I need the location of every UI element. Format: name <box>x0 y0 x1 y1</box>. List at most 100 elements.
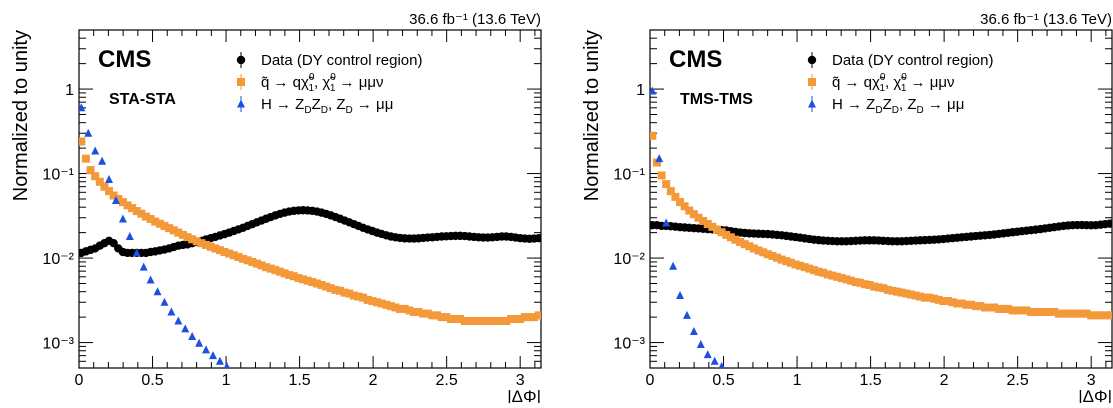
signal-square-point <box>985 303 994 312</box>
signal-square-point <box>805 264 814 273</box>
signal-square-point <box>819 268 828 277</box>
signal-square-point <box>197 239 206 248</box>
signal-square-point <box>289 272 298 281</box>
signal-square-point <box>396 304 405 313</box>
signal-square-point <box>354 292 363 301</box>
signal-square-point <box>671 192 680 201</box>
signal-square-point <box>211 244 220 253</box>
signal-square-point <box>874 283 883 292</box>
signal-triangle-point <box>188 331 197 340</box>
signal-square-point <box>814 267 823 276</box>
signal-triangle-point <box>696 339 705 348</box>
signal-square-point <box>676 198 685 207</box>
signal-triangle-point <box>727 366 730 368</box>
signal-square-point <box>749 244 758 253</box>
signal-square-point <box>308 278 317 287</box>
signal-triangle-point <box>139 262 148 271</box>
signal-square-point <box>363 295 372 304</box>
signal-triangle-point <box>669 261 678 270</box>
x-tick-label: 2 <box>369 372 378 389</box>
signal-square-point <box>446 315 455 324</box>
y-axis-label: Normalized to unity <box>581 30 603 201</box>
signal-square-point <box>437 313 446 322</box>
data-point <box>534 233 541 243</box>
signal-square-point <box>1087 311 1096 320</box>
signal-square-point <box>897 288 906 297</box>
x-tick-label: 3 <box>1087 372 1096 389</box>
signal-square-point <box>870 282 879 291</box>
signal-square-point <box>271 266 280 275</box>
signal-square-point <box>349 291 358 300</box>
signal-square-point <box>105 187 114 196</box>
signal-square-point <box>902 289 911 298</box>
signal-square-point <box>377 299 386 308</box>
signal-square-point <box>1036 307 1045 316</box>
signal-square-point <box>689 210 698 219</box>
signal-square-point <box>165 224 174 233</box>
luminosity-label: 36.6 fb⁻¹ (13.6 TeV) <box>980 11 1112 28</box>
signal-square-point <box>994 304 1003 313</box>
signal-square-point <box>990 303 999 312</box>
signal-square-point <box>225 249 234 258</box>
signal-square-point <box>128 204 137 213</box>
luminosity-label: 36.6 fb⁻¹ (13.6 TeV) <box>409 11 541 28</box>
series-triangle <box>650 86 730 368</box>
signal-square-point <box>169 226 178 235</box>
signal-square-point <box>86 166 95 175</box>
signal-square-point <box>470 316 479 325</box>
signal-square-point <box>782 257 791 266</box>
signal-square-point <box>100 182 109 191</box>
signal-square-point <box>192 237 201 246</box>
panel-tms-tms: 0 0.5 1 1.5 2 2.5 3 10⁻³ 10⁻² 10⁻¹ 1 |ΔΦ| Normalized… <box>581 11 1113 406</box>
signal-square-point <box>262 263 271 272</box>
legend-label-squark: q̃ → qχ̃0 1, χ̃0 1 → μμν <box>261 72 384 94</box>
signal-square-point <box>174 228 183 237</box>
legend-label-higgs: H → ZDZD, ZD → μμ <box>832 96 964 116</box>
signal-square-point <box>1059 309 1068 318</box>
legend-marker-data <box>807 55 817 65</box>
signal-square-point <box>368 297 377 306</box>
signal-triangle-point <box>111 195 120 204</box>
signal-square-point <box>1050 307 1059 316</box>
signal-square-point <box>685 206 694 215</box>
signal-square-point <box>502 316 511 325</box>
y-tick-label: 1 <box>65 82 74 99</box>
series-square <box>650 131 1112 320</box>
signal-square-point <box>493 316 502 325</box>
x-tick-label: 3 <box>516 372 525 389</box>
signal-square-point <box>722 230 731 239</box>
signal-square-point <box>206 242 215 251</box>
signal-triangle-point <box>181 324 190 333</box>
signal-square-point <box>957 299 966 308</box>
signal-square-point <box>939 297 948 306</box>
signal-square-point <box>810 266 819 275</box>
x-tick-label: 1.5 <box>859 372 881 389</box>
series-circle <box>79 206 541 258</box>
plot-area <box>650 86 1112 368</box>
signal-triangle-point <box>146 275 155 284</box>
signal-square-point <box>1041 307 1050 316</box>
legend: Data (DY control region) q̃ → qχ̃0 1, χ̃0 1… <box>236 52 422 116</box>
signal-square-point <box>405 306 414 315</box>
series-circle <box>650 219 1112 246</box>
signal-square-point <box>1008 306 1017 315</box>
signal-square-point <box>114 195 123 203</box>
signal-square-point <box>109 191 118 200</box>
y-tick-label: 10⁻³ <box>613 336 645 353</box>
signal-square-point <box>132 207 141 216</box>
signal-square-point <box>666 187 675 196</box>
signal-square-point <box>322 282 331 291</box>
signal-triangle-point <box>118 214 127 223</box>
signal-triangle-point <box>153 287 162 296</box>
signal-square-point <box>1022 306 1031 315</box>
signal-square-point <box>726 233 735 242</box>
signal-square-point <box>717 228 726 237</box>
signal-square-point <box>763 250 772 259</box>
y-tick-label: 10⁻¹ <box>613 167 645 184</box>
signal-square-point <box>846 276 855 285</box>
signal-square-point <box>386 302 395 311</box>
signal-triangle-point <box>174 316 183 325</box>
signal-square-point <box>81 154 90 163</box>
signal-square-point <box>1082 309 1091 318</box>
signal-square-point <box>414 307 423 316</box>
